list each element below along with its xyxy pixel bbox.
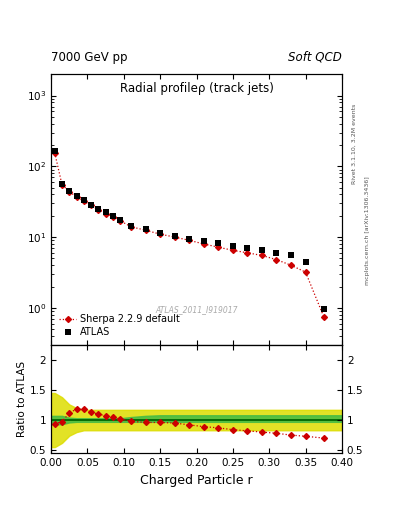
Sherpa 2.2.9 default: [89, 202, 94, 208]
Text: Radial profileρ (track jets): Radial profileρ (track jets): [119, 82, 274, 95]
Sherpa 2.2.9 default: [110, 214, 115, 220]
Sherpa 2.2.9 default: [321, 314, 326, 320]
ATLAS: [321, 306, 326, 312]
ATLAS: [173, 232, 177, 239]
ATLAS: [74, 193, 79, 199]
Sherpa 2.2.9 default: [202, 241, 206, 247]
Sherpa 2.2.9 default: [67, 188, 72, 195]
X-axis label: Charged Particle r: Charged Particle r: [140, 474, 253, 486]
ATLAS: [158, 230, 163, 236]
Sherpa 2.2.9 default: [158, 231, 163, 237]
Sherpa 2.2.9 default: [103, 210, 108, 217]
ATLAS: [303, 259, 308, 265]
Sherpa 2.2.9 default: [245, 250, 250, 256]
Sherpa 2.2.9 default: [187, 237, 192, 243]
ATLAS: [67, 188, 72, 194]
ATLAS: [103, 209, 108, 215]
Sherpa 2.2.9 default: [60, 182, 64, 188]
Sherpa 2.2.9 default: [118, 218, 123, 224]
Line: ATLAS: ATLAS: [51, 148, 327, 312]
Sherpa 2.2.9 default: [303, 269, 308, 275]
Y-axis label: Ratio to ATLAS: Ratio to ATLAS: [17, 361, 27, 437]
ATLAS: [143, 226, 148, 232]
ATLAS: [89, 202, 94, 208]
Sherpa 2.2.9 default: [173, 234, 177, 240]
Sherpa 2.2.9 default: [274, 257, 279, 263]
ATLAS: [118, 217, 123, 223]
Sherpa 2.2.9 default: [52, 150, 57, 156]
Sherpa 2.2.9 default: [216, 244, 221, 250]
ATLAS: [81, 197, 86, 203]
Sherpa 2.2.9 default: [143, 227, 148, 233]
Line: Sherpa 2.2.9 default: Sherpa 2.2.9 default: [53, 151, 326, 319]
Sherpa 2.2.9 default: [260, 252, 264, 259]
ATLAS: [110, 212, 115, 219]
ATLAS: [231, 243, 235, 249]
ATLAS: [274, 250, 279, 256]
ATLAS: [260, 247, 264, 253]
ATLAS: [60, 181, 64, 187]
Sherpa 2.2.9 default: [231, 247, 235, 253]
ATLAS: [52, 148, 57, 154]
Text: Soft QCD: Soft QCD: [288, 51, 342, 64]
Text: ATLAS_2011_I919017: ATLAS_2011_I919017: [155, 305, 238, 314]
Sherpa 2.2.9 default: [96, 206, 101, 212]
ATLAS: [289, 252, 294, 259]
Text: Rivet 3.1.10, 3.2M events: Rivet 3.1.10, 3.2M events: [352, 103, 357, 183]
Text: mcplots.cern.ch [arXiv:1306.3436]: mcplots.cern.ch [arXiv:1306.3436]: [365, 176, 371, 285]
Sherpa 2.2.9 default: [289, 262, 294, 268]
ATLAS: [216, 240, 221, 246]
Text: 7000 GeV pp: 7000 GeV pp: [51, 51, 128, 64]
ATLAS: [245, 245, 250, 251]
ATLAS: [96, 206, 101, 212]
Legend: Sherpa 2.2.9 default, ATLAS: Sherpa 2.2.9 default, ATLAS: [56, 311, 183, 340]
Sherpa 2.2.9 default: [129, 224, 134, 230]
ATLAS: [187, 236, 192, 242]
ATLAS: [202, 238, 206, 244]
ATLAS: [129, 223, 134, 229]
Sherpa 2.2.9 default: [81, 198, 86, 204]
Sherpa 2.2.9 default: [74, 194, 79, 200]
